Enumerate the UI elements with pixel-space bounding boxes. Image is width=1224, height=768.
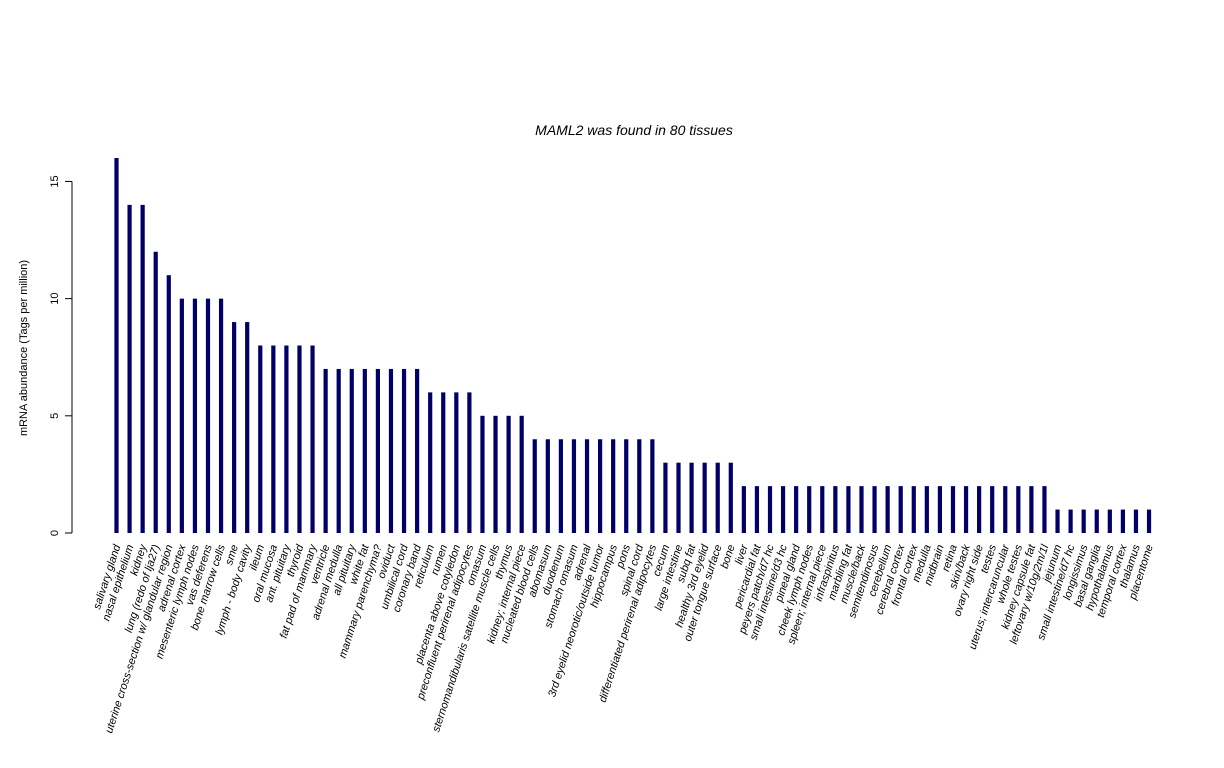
bar xyxy=(192,298,198,534)
bar xyxy=(990,486,995,534)
bar xyxy=(232,322,237,533)
bar xyxy=(493,415,498,533)
y-tick-label: 15 xyxy=(49,175,61,187)
bar xyxy=(780,486,786,534)
bar xyxy=(663,462,668,533)
bar xyxy=(820,486,825,534)
bar xyxy=(794,486,799,534)
bar xyxy=(650,439,655,533)
bar xyxy=(506,415,511,533)
bar xyxy=(898,486,903,534)
bar xyxy=(963,486,969,534)
bar xyxy=(467,392,472,534)
bar xyxy=(597,439,603,533)
bar xyxy=(127,204,132,534)
bar xyxy=(454,392,459,534)
bar xyxy=(284,345,289,533)
bar xyxy=(558,439,563,533)
bar xyxy=(323,368,328,533)
bar xyxy=(532,439,537,533)
bar xyxy=(924,486,929,534)
bar xyxy=(415,368,420,533)
bar xyxy=(1081,509,1086,533)
bar xyxy=(179,298,184,534)
y-tick-label: 0 xyxy=(49,530,61,536)
bar xyxy=(519,415,524,533)
bar xyxy=(297,345,302,533)
bar xyxy=(545,439,550,533)
bar xyxy=(911,486,916,534)
bar xyxy=(1107,509,1112,533)
bar xyxy=(1094,509,1099,533)
bar xyxy=(166,275,171,533)
bar xyxy=(1133,509,1139,533)
bar xyxy=(833,486,838,534)
bar xyxy=(1055,509,1060,533)
bar xyxy=(950,486,956,534)
y-axis-label: mRNA abundance (Tags per million) xyxy=(18,260,30,436)
bar xyxy=(689,462,694,533)
bar xyxy=(310,345,315,533)
bar xyxy=(885,486,890,534)
bar xyxy=(336,368,341,533)
bar xyxy=(218,298,224,534)
bar xyxy=(1146,509,1152,533)
bar xyxy=(571,439,577,533)
bar xyxy=(741,486,746,534)
bar xyxy=(715,462,720,533)
bar xyxy=(245,322,250,533)
bar xyxy=(1029,486,1034,534)
chart-title: MAML2 was found in 80 tissues xyxy=(535,122,733,138)
bar xyxy=(1042,486,1047,534)
bar xyxy=(611,439,616,533)
bar xyxy=(480,415,485,533)
bar xyxy=(205,298,211,534)
bar xyxy=(1120,509,1125,533)
bars xyxy=(114,158,1152,534)
bar xyxy=(153,251,158,533)
bar xyxy=(114,158,119,533)
bar xyxy=(388,368,394,533)
bar xyxy=(140,204,145,534)
bar xyxy=(859,486,864,534)
bar xyxy=(637,439,642,533)
bar xyxy=(1016,486,1021,534)
bar xyxy=(754,486,760,534)
bar xyxy=(807,486,812,534)
bar xyxy=(872,486,877,534)
bar xyxy=(977,486,982,534)
bar xyxy=(1003,486,1008,534)
y-tick-label: 5 xyxy=(49,413,61,419)
bar xyxy=(362,368,367,533)
bar xyxy=(846,486,851,534)
bar xyxy=(375,368,380,533)
bar xyxy=(271,345,276,533)
bar xyxy=(624,439,629,533)
bar xyxy=(584,439,590,533)
bar xyxy=(1068,509,1073,533)
bar xyxy=(441,392,446,534)
bar xyxy=(428,392,433,534)
bar xyxy=(937,486,943,534)
y-axis: 0 5 10 15 xyxy=(49,175,73,536)
bar xyxy=(349,368,354,533)
y-tick-label: 10 xyxy=(49,293,61,305)
bar xyxy=(401,368,407,533)
bar xyxy=(767,486,773,534)
bar xyxy=(676,462,681,533)
bar xyxy=(258,345,263,533)
bar xyxy=(702,462,707,533)
bar xyxy=(728,462,733,533)
